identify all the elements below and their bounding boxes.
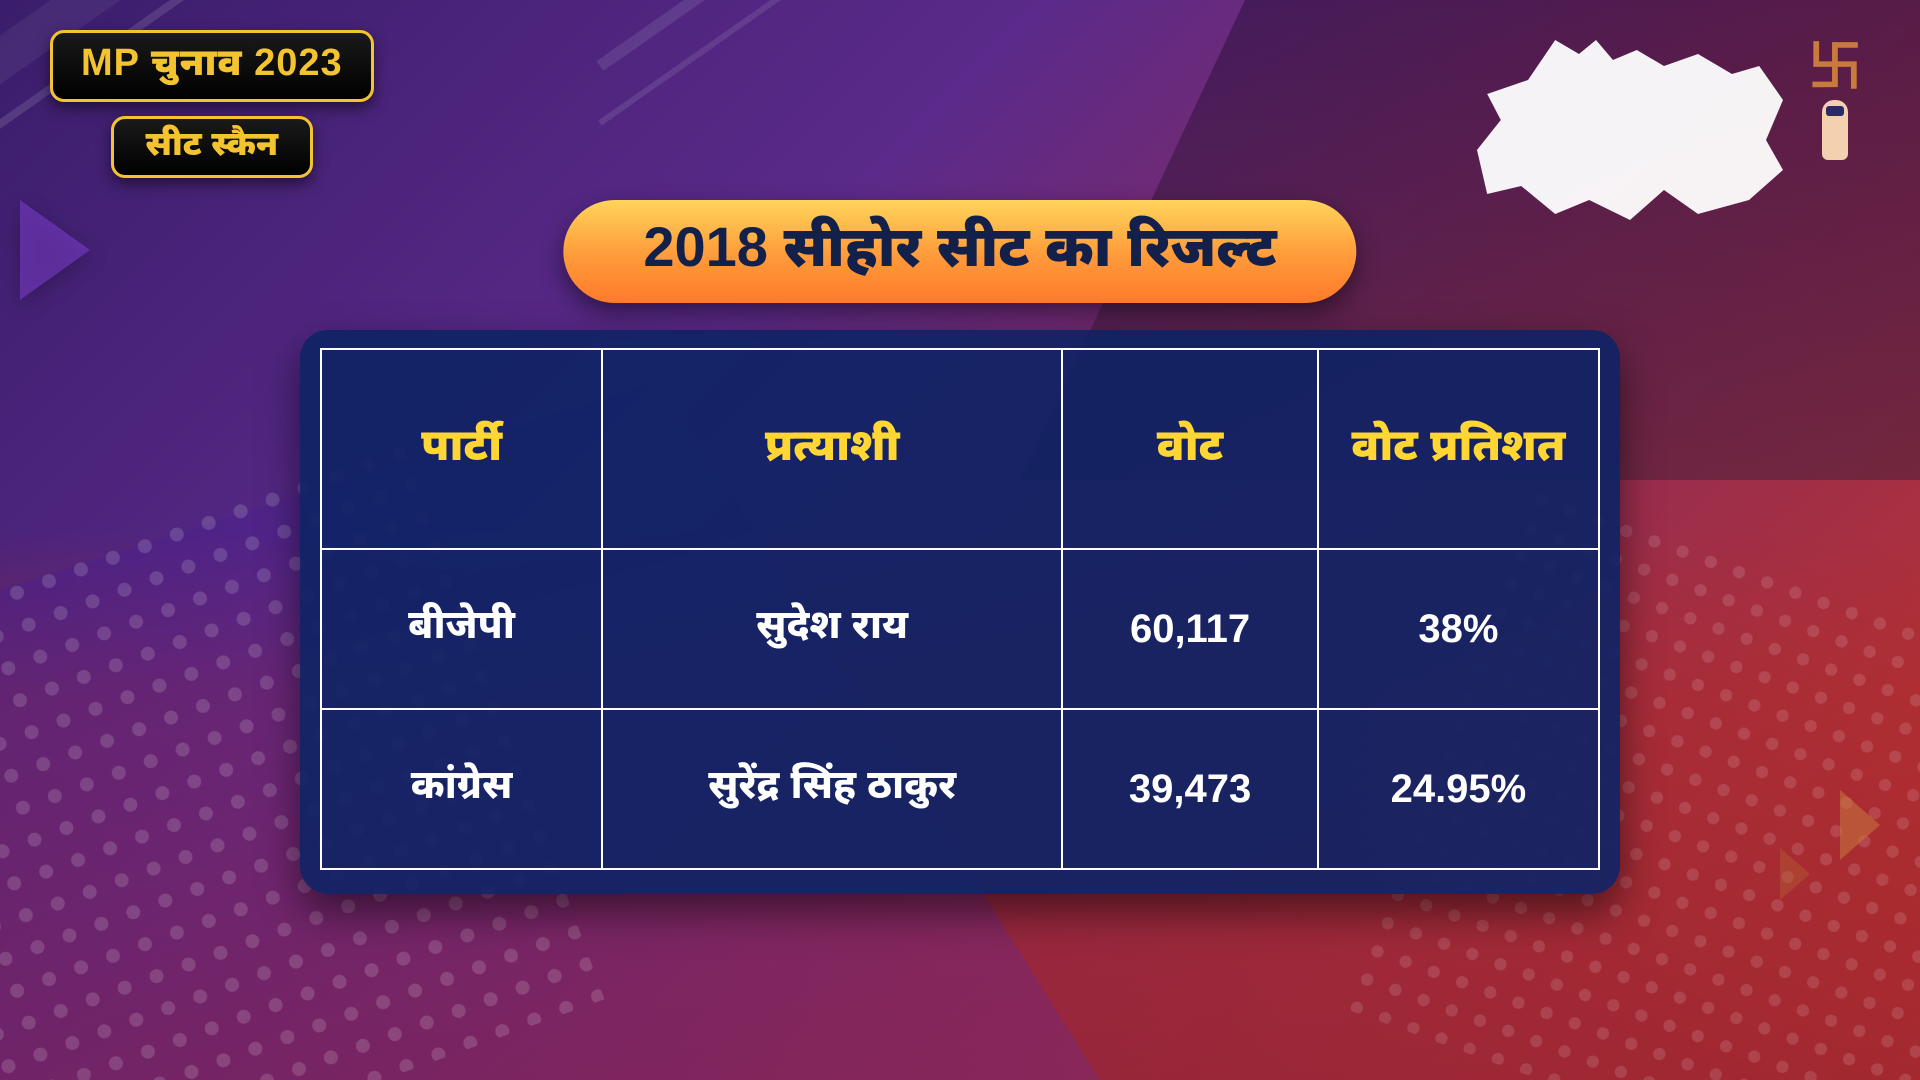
table-row: बीजेपी सुदेश राय 60,117 38% bbox=[321, 549, 1599, 709]
table-row: कांग्रेस सुरेंद्र सिंह ठाकुर 39,473 24.9… bbox=[321, 709, 1599, 869]
result-title: 2018 सीहोर सीट का रिजल्ट bbox=[563, 200, 1356, 303]
cell-pct: 24.95% bbox=[1318, 709, 1599, 869]
badge-main: MP चुनाव 2023 bbox=[50, 30, 374, 102]
col-header-party: पार्टी bbox=[321, 349, 602, 549]
map-and-vote: 卐 bbox=[1460, 30, 1880, 250]
badge-sub: सीट स्कैन bbox=[111, 116, 314, 178]
result-table-wrap: पार्टी प्रत्याशी वोट वोट प्रतिशत बीजेपी … bbox=[300, 330, 1620, 894]
inked-finger-icon bbox=[1822, 100, 1848, 160]
cell-candidate: सुरेंद्र सिंह ठाकुर bbox=[602, 709, 1062, 869]
badge-stack: MP चुनाव 2023 सीट स्कैन bbox=[50, 30, 374, 178]
cell-party: कांग्रेस bbox=[321, 709, 602, 869]
arrow-right-icon bbox=[1840, 790, 1880, 860]
result-table: पार्टी प्रत्याशी वोट वोट प्रतिशत बीजेपी … bbox=[320, 348, 1600, 870]
table-header-row: पार्टी प्रत्याशी वोट वोट प्रतिशत bbox=[321, 349, 1599, 549]
cell-votes: 39,473 bbox=[1062, 709, 1318, 869]
vote-icon: 卐 bbox=[1790, 40, 1880, 160]
arrow-left-icon bbox=[20, 200, 90, 300]
cell-pct: 38% bbox=[1318, 549, 1599, 709]
arrow-right-icon bbox=[1780, 848, 1810, 900]
cell-candidate: सुदेश राय bbox=[602, 549, 1062, 709]
election-infographic: MP चुनाव 2023 सीट स्कैन 卐 2018 सीहोर सीट… bbox=[0, 0, 1920, 1080]
col-header-candidate: प्रत्याशी bbox=[602, 349, 1062, 549]
col-header-pct: वोट प्रतिशत bbox=[1318, 349, 1599, 549]
cell-votes: 60,117 bbox=[1062, 549, 1318, 709]
col-header-votes: वोट bbox=[1062, 349, 1318, 549]
cell-party: बीजेपी bbox=[321, 549, 602, 709]
swastik-icon: 卐 bbox=[1808, 40, 1862, 94]
mp-map-icon bbox=[1460, 30, 1800, 230]
